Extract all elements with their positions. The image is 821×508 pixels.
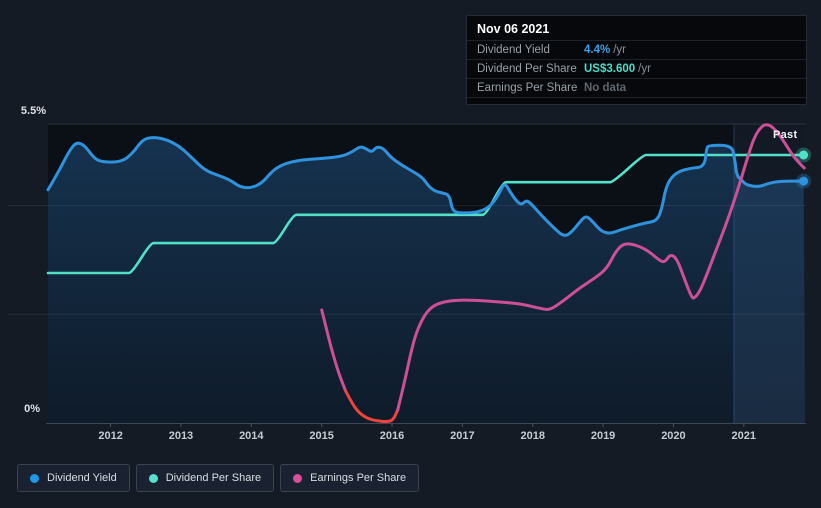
earnings-per-share-line [344,389,400,424]
tooltip-row-value: US$3.600 [584,63,636,75]
dividend-per-share-dot-icon [148,473,158,483]
legend-item-label: Dividend Per Share [165,472,262,484]
chart-legend: Dividend Yield Dividend Per Share Earnin… [17,464,420,492]
x-axis-label: 2015 [309,430,334,442]
tooltip-row-earnings-per-share: Earnings Per Share No data [467,79,806,98]
dividend-yield-end-dot [799,176,809,186]
legend-item-dividend-yield[interactable]: Dividend Yield [17,464,130,492]
dividend-yield-dot-icon [30,473,39,483]
legend-item-earnings-per-share[interactable]: Earnings Per Share [280,464,420,492]
tooltip-row-dividend-per-share: Dividend Per Share US$3.600 /yr [467,60,806,79]
tooltip-row-value: No data [584,82,627,94]
tooltip-row-value: 4.4% [584,44,611,56]
earnings-per-share-line [396,123,806,412]
x-axis-label: 2021 [731,430,757,442]
chart-tooltip: Nov 06 2021 Dividend Yield 4.4% /yr Divi… [466,15,807,105]
past-label: Past [773,129,798,141]
y-axis-label-max: 5.5% [20,105,46,117]
dividend-per-share-end-dot [799,150,809,160]
legend-item-dividend-per-share[interactable]: Dividend Per Share [135,464,275,492]
earnings-per-share-dot-icon [293,473,303,483]
x-axis-label: 2012 [98,430,123,442]
x-axis-label: 2017 [450,430,475,442]
x-axis-label: 2014 [239,430,264,442]
tooltip-row-suffix: /yr [638,63,651,75]
x-axis-label: 2013 [168,430,194,442]
tooltip-row-label: Dividend Per Share [477,63,577,75]
x-axis-label: 2019 [590,430,616,442]
tooltip-row-dividend-yield: Dividend Yield 4.4% /yr [467,41,806,60]
dividend-yield-line [46,136,806,237]
x-axis-label: 2016 [379,430,405,442]
x-axis-label: 2020 [661,430,686,442]
earnings-per-share-line [320,308,348,393]
tooltip-date: Nov 06 2021 [467,16,806,41]
tooltip-row-label: Earnings Per Share [477,82,578,94]
legend-item-label: Earnings Per Share [310,472,407,484]
tooltip-row-label: Dividend Yield [477,44,550,56]
tooltip-row-suffix: /yr [613,44,626,56]
dividend-yield-area [48,137,805,423]
dividend-per-share-line [46,153,805,275]
legend-item-label: Dividend Yield [47,472,117,484]
y-axis-label-min: 0% [24,403,40,415]
x-axis-label: 2018 [520,430,545,442]
